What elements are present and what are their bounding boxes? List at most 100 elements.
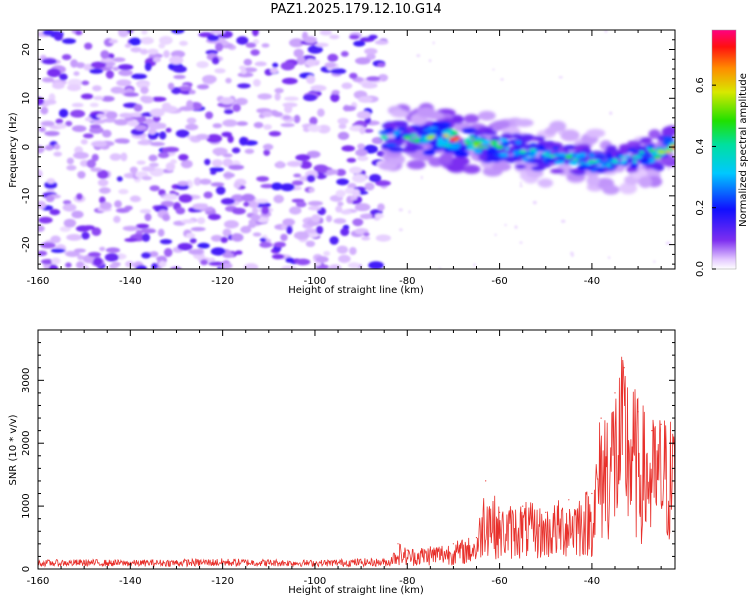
noise-blob (237, 83, 251, 89)
ridge-blob (621, 160, 627, 164)
noise-blob (353, 40, 366, 47)
noise-blob (157, 228, 165, 237)
noise-region (38, 30, 671, 269)
snr-point (452, 543, 454, 545)
noise-blob (324, 62, 337, 69)
ridge-blob (605, 159, 612, 163)
noise-blob (237, 72, 254, 78)
noise-blob (196, 84, 210, 90)
noise-blob (178, 154, 189, 161)
ridge-blob (422, 138, 428, 142)
snr-x-tick-label: -160 (27, 576, 50, 587)
noise-blob (165, 162, 176, 172)
ridge-blob (428, 133, 436, 136)
noise-blob (368, 34, 378, 40)
noise-blob (212, 147, 228, 156)
ridge-blob (442, 134, 450, 138)
ridge-blob (499, 152, 509, 158)
noise-blob (306, 174, 316, 183)
ridge-blob (527, 144, 540, 149)
ridge-blob (568, 160, 579, 166)
ridge-blob (647, 143, 655, 148)
ridge-blob (409, 139, 415, 142)
noise-blob (123, 92, 139, 97)
noise-blob (89, 102, 99, 108)
ridge-blob (446, 163, 465, 173)
noise-blob (296, 56, 306, 65)
snr-point (485, 480, 487, 482)
noise-blob (149, 251, 159, 258)
noise-blob (197, 217, 206, 225)
noise-blob (227, 135, 234, 144)
noise-blob (89, 126, 104, 134)
noise-blob (158, 260, 167, 268)
noise-blob (223, 109, 234, 115)
noise-blob (222, 228, 232, 237)
noise-blob (315, 42, 329, 48)
noise-blob (338, 254, 351, 263)
noise-blob (116, 79, 132, 87)
snr-point (660, 423, 662, 425)
noise-blob (273, 241, 286, 248)
noise-blob (59, 73, 68, 81)
ridge-blob (441, 130, 454, 135)
noise-blob (212, 123, 222, 129)
snr-point (545, 511, 547, 513)
ridge-blob (529, 148, 537, 152)
noise-blob (247, 223, 256, 229)
ridge-blob (416, 107, 436, 118)
noise-blob (38, 97, 45, 106)
noise-blob (328, 264, 342, 269)
noise-blob (369, 174, 382, 183)
noise-blob (118, 69, 133, 77)
noise-blob (75, 261, 85, 269)
noise-blob (51, 257, 61, 265)
noise-blob (349, 166, 362, 174)
noise-blob (295, 258, 311, 266)
noise-blob (66, 234, 82, 241)
noise-blob (56, 123, 67, 129)
noise-blob (141, 176, 152, 181)
noise-blob (252, 207, 259, 216)
noise-blob (180, 159, 193, 169)
noise-blob (172, 65, 187, 73)
snr-point (397, 543, 399, 545)
ridge-blob (551, 146, 560, 151)
noise-blob (99, 187, 111, 194)
noise-blob (66, 157, 74, 165)
noise-blob (93, 95, 105, 101)
noise-blob (179, 106, 195, 112)
ridge-blob (390, 109, 409, 118)
ridge-blob (632, 159, 638, 164)
noise-blob (349, 34, 360, 40)
noise-blob (66, 165, 77, 171)
noise-blob (129, 166, 138, 174)
noise-blob (144, 62, 152, 72)
ridge-blob (408, 145, 425, 151)
ridge-blob (586, 174, 600, 187)
ridge-blob (557, 152, 567, 157)
colorbar-label: Normalized spectral amplitude (738, 73, 749, 227)
ridge-blob (413, 140, 421, 143)
ridge-blob (550, 168, 565, 174)
noise-blob (161, 105, 178, 113)
spectrogram-y-tick-label: 20 (21, 43, 32, 56)
noise-speck (514, 225, 518, 230)
noise-blob (326, 169, 339, 175)
noise-blob (336, 245, 348, 254)
snr-x-tick-label: -140 (119, 576, 142, 587)
noise-blob (245, 42, 257, 48)
noise-blob (100, 95, 115, 102)
ridge-blob (469, 136, 475, 139)
noise-speck (653, 260, 656, 263)
noise-blob (75, 62, 86, 69)
ridge-blob (652, 152, 660, 157)
noise-blob (131, 73, 148, 80)
noise-blob (252, 30, 259, 37)
ridge-blob (512, 150, 521, 154)
colorbar-frame (711, 29, 737, 270)
snr-x-tick-label: -80 (399, 576, 415, 587)
noise-blob (282, 115, 291, 120)
noise-blob (256, 176, 269, 182)
noise-blob (214, 68, 226, 74)
